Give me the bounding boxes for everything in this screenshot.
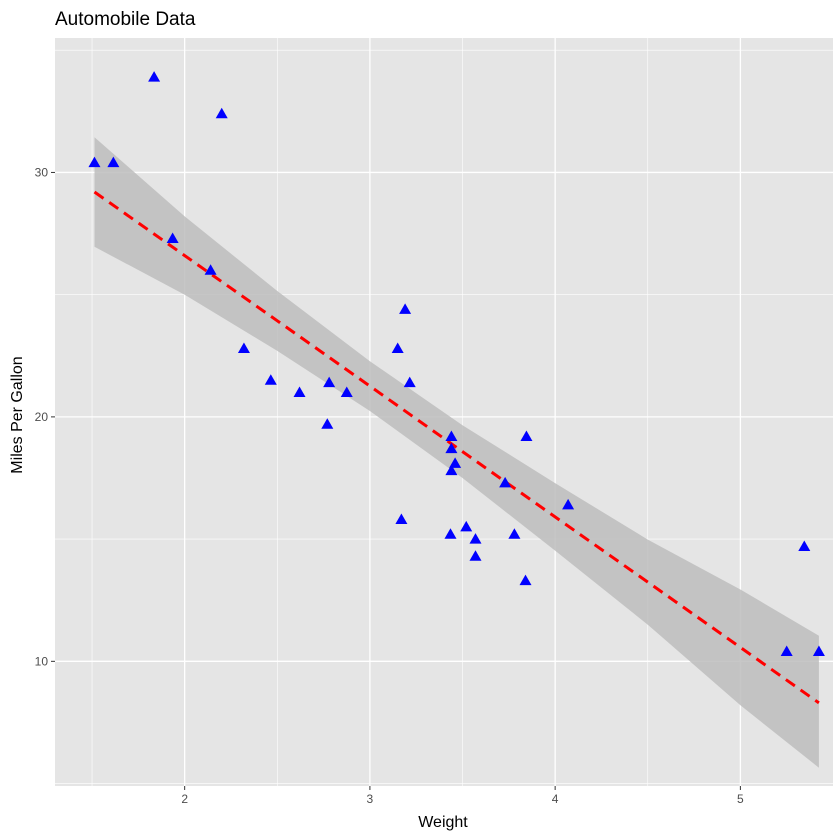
y-tick-label: 30 [35,165,49,179]
data-point [321,418,334,429]
data-point [293,386,306,397]
data-point [780,645,793,657]
x-tick-label: 5 [737,792,744,806]
data-point [460,520,473,532]
data-point [237,342,250,353]
data-point [340,386,353,397]
data-point [403,376,416,388]
x-tick-label: 4 [552,792,559,806]
data-point [107,156,120,168]
data-point [395,513,408,525]
chart-title: Automobile Data [55,9,196,30]
data-point [499,476,512,488]
data-point [148,71,161,82]
data-point [399,303,412,314]
y-axis-label: Miles Per Gallon [9,356,26,473]
data-point [469,533,482,544]
data-point [798,540,811,551]
data-point [445,430,458,441]
data-point [812,645,825,657]
data-point [88,156,101,168]
data-point [508,528,521,539]
data-point [204,264,217,275]
y-tick-label: 20 [35,410,49,424]
fit-line [93,190,820,705]
data-point [215,107,228,119]
data-point [445,464,458,476]
data-point [519,574,532,586]
data-point [391,342,404,353]
y-tick-label: 10 [35,654,49,668]
data-point [166,232,179,243]
x-tick-label: 3 [367,792,374,806]
data-points [88,71,825,657]
data-point [264,374,277,385]
x-tick-label: 2 [181,792,188,806]
data-point [562,498,575,510]
data-point [469,550,482,561]
data-point [444,528,457,539]
axis-ticks: 2 3 4 5 10 20 30 [35,165,744,806]
data-point [323,376,336,388]
data-point [520,430,533,441]
data-point [449,457,462,468]
data-point [445,442,458,454]
x-axis-label: Weight [418,814,468,831]
